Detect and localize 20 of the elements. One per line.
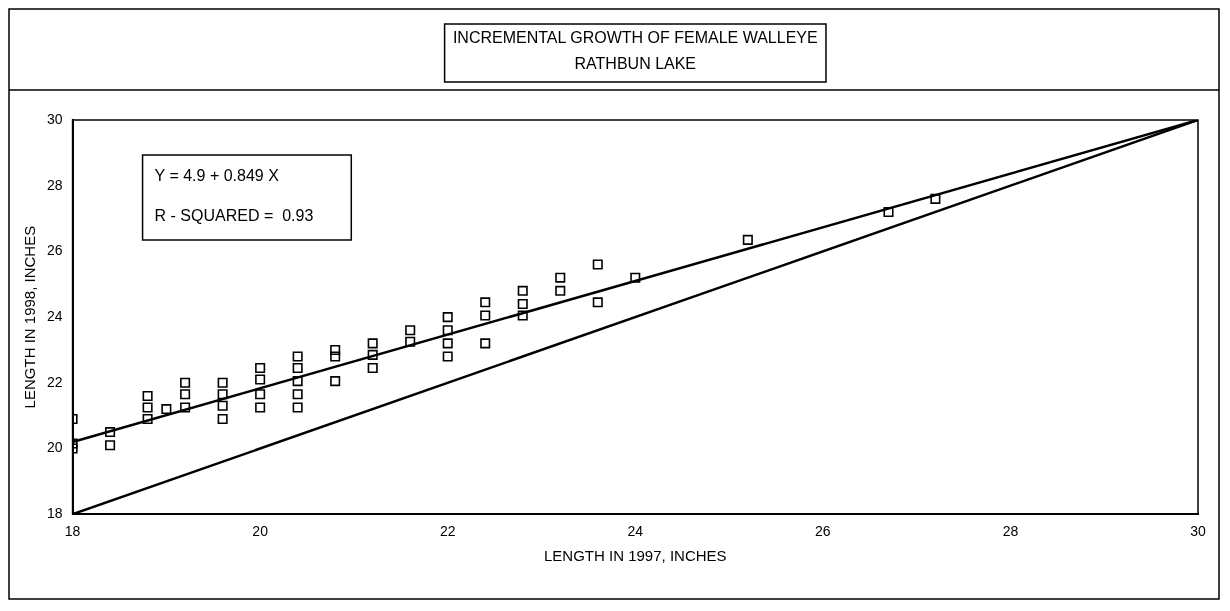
y-tick-label: 22 (46, 373, 63, 390)
chart-title: INCREMENTAL GROWTH OF FEMALE WALLEYE (452, 29, 818, 47)
y-tick-label: 18 (46, 505, 63, 522)
annotation: Y = 4.9 + 0.849 X (154, 167, 280, 185)
x-tick-label: 28 (1002, 523, 1019, 540)
y-tick-label: 26 (46, 242, 63, 259)
y-tick-label: 30 (46, 110, 63, 127)
y-axis-title: LENGTH IN 1998, INCHES (21, 225, 39, 409)
y-tick-label: 24 (46, 307, 63, 324)
x-tick-label: 26 (815, 523, 831, 540)
x-tick-label: 18 (64, 523, 81, 540)
x-axis-title: LENGTH IN 1997, INCHES (544, 547, 727, 565)
x-tick-label: 30 (1190, 523, 1206, 540)
chart-subtitle: RATHBUN LAKE (574, 55, 697, 73)
y-tick-label: 20 (46, 439, 63, 456)
annotation: R - SQUARED = 0.93 (154, 207, 314, 225)
x-tick-label: 20 (252, 523, 269, 540)
x-tick-label: 24 (627, 523, 644, 540)
y-tick-label: 28 (46, 176, 63, 193)
x-tick-label: 22 (439, 523, 456, 540)
